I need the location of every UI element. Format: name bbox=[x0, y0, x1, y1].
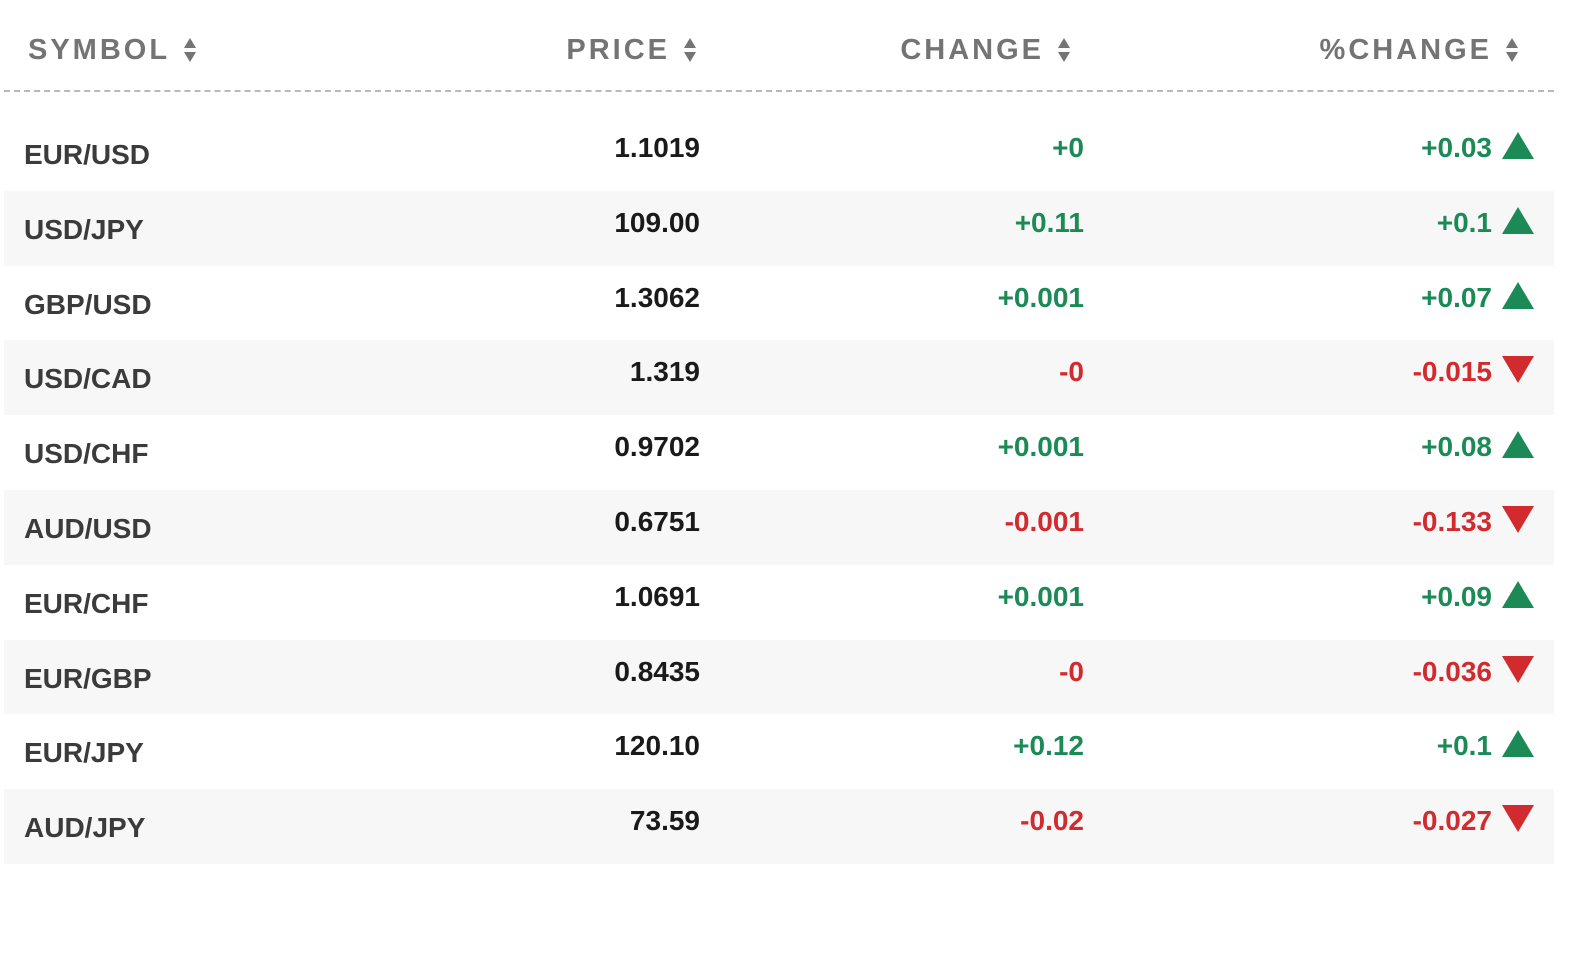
triangle-down-icon bbox=[1502, 356, 1534, 384]
table-header: SYMBOL PRICE CHANGE %CHANGE bbox=[4, 0, 1554, 92]
pct-change-cell: +0.03 bbox=[1421, 132, 1492, 163]
table-row[interactable]: USD/CAD 1.319 -0 -0.015 bbox=[4, 340, 1554, 416]
table-row[interactable]: GBP/USD 1.3062 +0.001 +0.07 bbox=[4, 266, 1554, 341]
table-row[interactable]: EUR/CHF 1.0691 +0.001 +0.09 bbox=[4, 565, 1554, 640]
price-cell: 109.00 bbox=[614, 206, 700, 238]
table-row[interactable]: AUD/JPY 73.59 -0.02 -0.027 bbox=[4, 789, 1554, 864]
sort-icon[interactable] bbox=[1506, 34, 1518, 66]
symbol-cell[interactable]: EUR/JPY bbox=[24, 737, 144, 769]
pct-change-cell: -0.133 bbox=[1412, 505, 1492, 537]
pct-change-header-label: %CHANGE bbox=[1319, 33, 1492, 66]
table-row[interactable]: USD/JPY 109.00 +0.11 +0.1 bbox=[4, 190, 1554, 266]
triangle-down-icon bbox=[1502, 805, 1534, 833]
table-row[interactable]: USD/CHF 0.9702 +0.001 +0.08 bbox=[4, 415, 1554, 490]
table-row[interactable]: EUR/JPY 120.10 +0.12 +0.1 bbox=[4, 714, 1554, 789]
price-cell: 1.0691 bbox=[614, 580, 700, 612]
change-cell: +0.001 bbox=[997, 431, 1084, 463]
table-body: EUR/USD 1.1019 +0 +0.03 USD/JPY 109.00 +… bbox=[4, 116, 1554, 864]
symbol-column-header[interactable]: SYMBOL bbox=[28, 30, 197, 70]
pct-change-cell: +0.1 bbox=[1436, 206, 1492, 238]
triangle-down-icon bbox=[1502, 505, 1534, 533]
triangle-up-icon bbox=[1502, 730, 1534, 758]
symbol-cell[interactable]: USD/CAD bbox=[24, 363, 152, 395]
pct-change-cell: +0.09 bbox=[1421, 580, 1492, 612]
triangle-up-icon bbox=[1502, 281, 1534, 309]
change-cell: +0.12 bbox=[1013, 730, 1084, 762]
price-header-label: PRICE bbox=[566, 33, 670, 66]
price-cell: 0.8435 bbox=[614, 655, 700, 687]
pct-change-column-header[interactable]: %CHANGE bbox=[1320, 30, 1518, 70]
symbol-cell[interactable]: AUD/JPY bbox=[24, 812, 146, 844]
change-cell: +0.11 bbox=[1014, 206, 1084, 238]
price-cell: 0.6751 bbox=[614, 505, 700, 537]
triangle-up-icon bbox=[1502, 431, 1534, 459]
sort-icon[interactable] bbox=[684, 34, 696, 66]
table-row[interactable]: EUR/USD 1.1019 +0 +0.03 bbox=[4, 116, 1554, 191]
price-cell: 1.1019 bbox=[614, 132, 700, 163]
symbol-cell[interactable]: EUR/USD bbox=[24, 139, 151, 170]
price-cell: 1.3062 bbox=[614, 281, 700, 313]
triangle-down-icon bbox=[1502, 655, 1534, 683]
triangle-up-icon bbox=[1502, 132, 1534, 159]
price-column-header[interactable]: PRICE bbox=[566, 30, 696, 70]
change-cell: -0.001 bbox=[1004, 505, 1084, 537]
table-row[interactable]: AUD/USD 0.6751 -0.001 -0.133 bbox=[4, 489, 1554, 565]
triangle-up-icon bbox=[1502, 206, 1534, 234]
change-column-header[interactable]: CHANGE bbox=[900, 30, 1070, 70]
pct-change-cell: -0.015 bbox=[1412, 356, 1492, 388]
change-header-label: CHANGE bbox=[900, 33, 1044, 66]
symbol-cell[interactable]: GBP/USD bbox=[24, 288, 152, 320]
symbol-cell[interactable]: USD/JPY bbox=[24, 213, 144, 245]
price-cell: 73.59 bbox=[629, 805, 700, 837]
price-cell: 120.10 bbox=[614, 730, 700, 762]
pct-change-cell: +0.08 bbox=[1421, 431, 1492, 463]
symbol-cell[interactable]: USD/CHF bbox=[24, 438, 149, 470]
symbol-header-label: SYMBOL bbox=[28, 33, 171, 66]
change-cell: -0.02 bbox=[1020, 805, 1084, 837]
price-cell: 0.9702 bbox=[614, 431, 700, 463]
pct-change-cell: -0.027 bbox=[1412, 805, 1492, 837]
table-row[interactable]: EUR/GBP 0.8435 -0 -0.036 bbox=[4, 639, 1554, 715]
quotes-table: SYMBOL PRICE CHANGE %CHANGE EUR/USD 1.10… bbox=[4, 0, 1554, 864]
change-cell: +0.001 bbox=[997, 281, 1084, 313]
change-cell: -0 bbox=[1059, 655, 1084, 687]
triangle-up-icon bbox=[1502, 580, 1534, 608]
change-cell: +0 bbox=[1052, 132, 1084, 163]
sort-icon[interactable] bbox=[184, 34, 197, 66]
symbol-cell[interactable]: EUR/GBP bbox=[24, 662, 152, 694]
change-cell: -0 bbox=[1059, 356, 1084, 388]
pct-change-cell: +0.07 bbox=[1421, 281, 1492, 313]
symbol-cell[interactable]: AUD/USD bbox=[24, 512, 152, 544]
change-cell: +0.001 bbox=[997, 580, 1084, 612]
sort-icon[interactable] bbox=[1058, 34, 1070, 66]
price-cell: 1.319 bbox=[629, 356, 700, 388]
pct-change-cell: +0.1 bbox=[1436, 730, 1492, 762]
symbol-cell[interactable]: EUR/CHF bbox=[24, 587, 149, 619]
pct-change-cell: -0.036 bbox=[1412, 655, 1492, 687]
